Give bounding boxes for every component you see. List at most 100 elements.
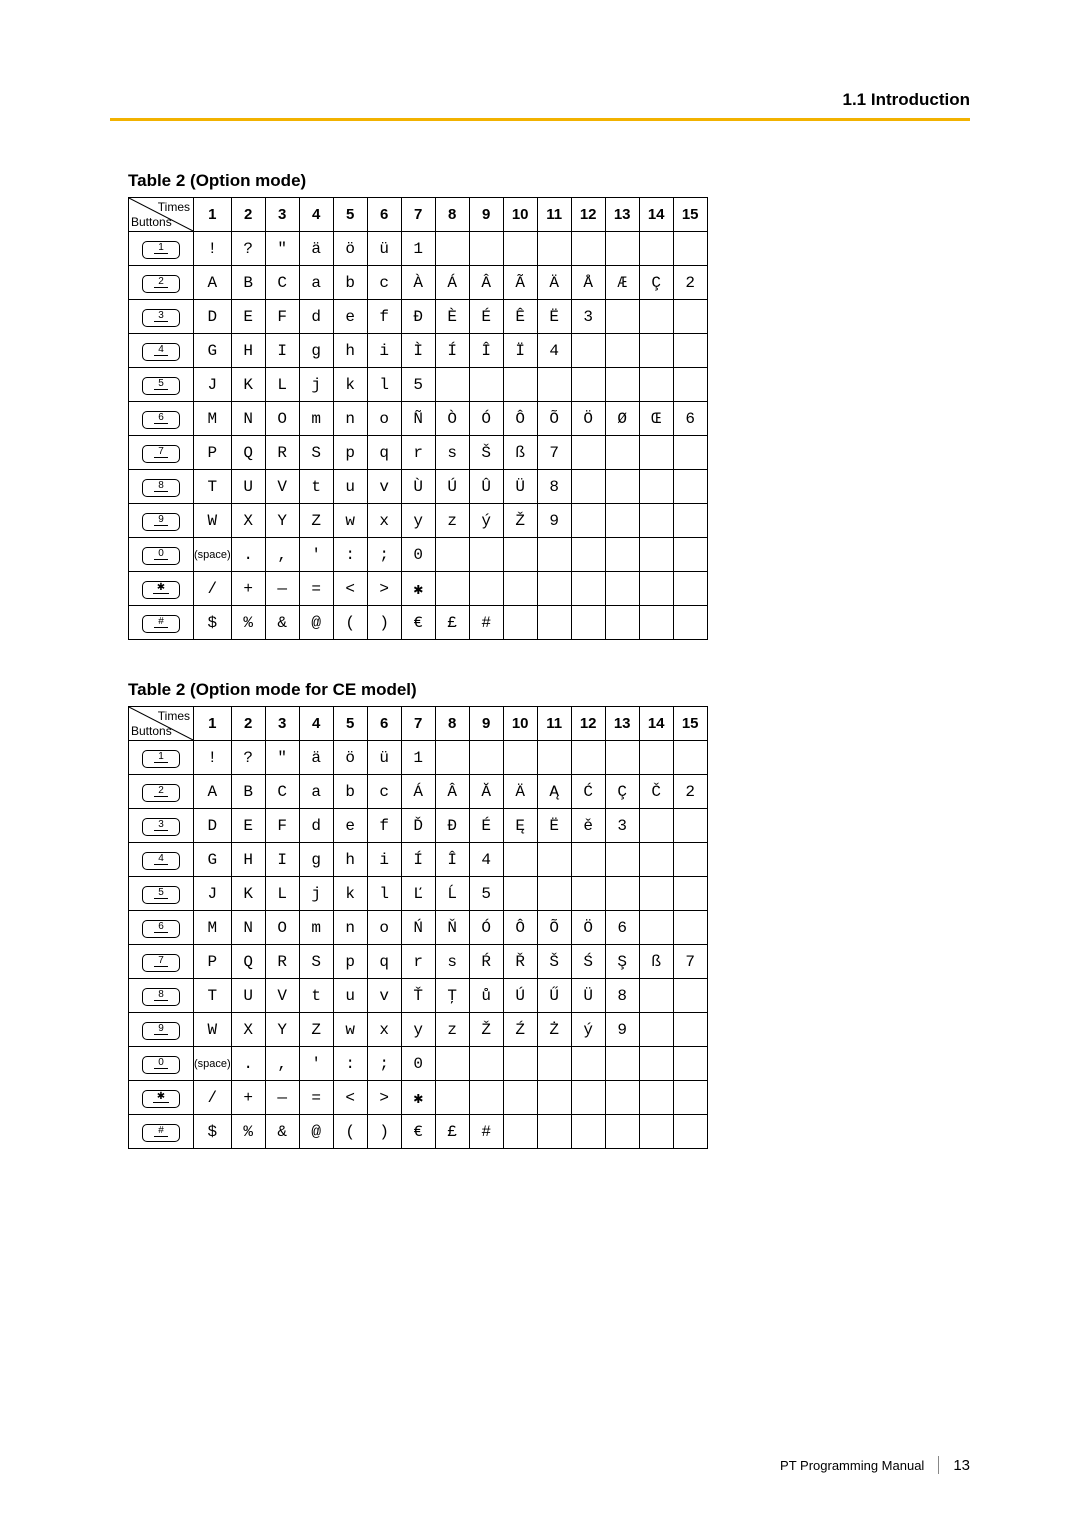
char-cell: P (194, 945, 232, 979)
char-cell: Ň (435, 911, 469, 945)
char-cell: ( (333, 606, 367, 640)
char-cell: t (299, 470, 333, 504)
char-cell: > (367, 1081, 401, 1115)
char-cell (503, 1047, 537, 1081)
char-cell (469, 232, 503, 266)
char-cell (673, 436, 707, 470)
table-row: #$%&@()€£# (129, 606, 708, 640)
button-cell: 8 (129, 470, 194, 504)
char-cell (503, 232, 537, 266)
key-button-icon: 6 (142, 920, 180, 938)
char-cell (537, 1115, 571, 1149)
char-cell: Å (571, 266, 605, 300)
col-header: 7 (401, 707, 435, 741)
char-cell (605, 470, 639, 504)
char-cell: ? (231, 741, 265, 775)
char-cell: R (265, 945, 299, 979)
footer-page-number: 13 (953, 1457, 970, 1474)
button-cell: 6 (129, 911, 194, 945)
char-cell: u (333, 979, 367, 1013)
char-cell: + (231, 572, 265, 606)
char-cell (673, 877, 707, 911)
char-cell: r (401, 945, 435, 979)
button-cell: 3 (129, 809, 194, 843)
button-cell: 7 (129, 436, 194, 470)
char-cell: E (231, 300, 265, 334)
char-cell: Ż (537, 1013, 571, 1047)
char-cell: l (367, 877, 401, 911)
button-cell: 9 (129, 1013, 194, 1047)
char-cell: T (194, 470, 232, 504)
corner-buttons: Buttons (131, 724, 172, 738)
char-cell: Ü (571, 979, 605, 1013)
char-cell: — (265, 1081, 299, 1115)
table-row: ✱/+—=<>✱ (129, 572, 708, 606)
char-cell: y (401, 1013, 435, 1047)
table-row: 0(space).,':;0 (129, 1047, 708, 1081)
char-cell: Ą (537, 775, 571, 809)
char-cell (673, 1047, 707, 1081)
char-cell: ý (571, 1013, 605, 1047)
char-cell: b (333, 266, 367, 300)
char-cell: ✱ (401, 1081, 435, 1115)
table-row: 9WXYZwxyzŽŹŻý9 (129, 1013, 708, 1047)
key-button-icon: 4 (142, 343, 180, 361)
char-cell: Ľ (401, 877, 435, 911)
char-cell: G (194, 843, 232, 877)
char-cell (639, 809, 673, 843)
char-cell: w (333, 504, 367, 538)
char-cell (639, 436, 673, 470)
col-header: 8 (435, 198, 469, 232)
char-cell (639, 1081, 673, 1115)
char-cell: 6 (673, 402, 707, 436)
button-cell: 0 (129, 1047, 194, 1081)
char-cell: K (231, 368, 265, 402)
char-cell: ý (469, 504, 503, 538)
char-cell: o (367, 402, 401, 436)
char-cell: a (299, 775, 333, 809)
char-cell: 4 (469, 843, 503, 877)
char-cell: Ü (503, 470, 537, 504)
char-cell (571, 606, 605, 640)
char-cell (639, 538, 673, 572)
char-cell (673, 1115, 707, 1149)
char-cell: 4 (537, 334, 571, 368)
char-cell (605, 572, 639, 606)
char-cell: R (265, 436, 299, 470)
footer-doc-title: PT Programming Manual (780, 1458, 924, 1473)
char-cell: Ç (605, 775, 639, 809)
char-cell (605, 741, 639, 775)
char-cell (639, 232, 673, 266)
char-cell: Ę (503, 809, 537, 843)
char-cell: Ř (503, 945, 537, 979)
char-cell: J (194, 877, 232, 911)
table-corner: TimesButtons (129, 707, 194, 741)
char-cell: ä (299, 741, 333, 775)
table-row: 2ABCabcÁÂĂÄĄĆÇČ2 (129, 775, 708, 809)
char-cell: Á (435, 266, 469, 300)
char-cell: f (367, 809, 401, 843)
table-row: 7PQRSpqrsŠß7 (129, 436, 708, 470)
char-cell: Š (469, 436, 503, 470)
char-cell: z (435, 1013, 469, 1047)
char-cell: Š (537, 945, 571, 979)
corner-times: Times (158, 709, 190, 723)
char-cell: ä (299, 232, 333, 266)
char-cell (503, 368, 537, 402)
col-header: 1 (194, 198, 232, 232)
char-cell (571, 741, 605, 775)
char-cell (503, 741, 537, 775)
char-cell: Ç (639, 266, 673, 300)
char-cell: Q (231, 945, 265, 979)
char-cell: ß (639, 945, 673, 979)
char-cell: ) (367, 606, 401, 640)
char-cell: Ø (605, 402, 639, 436)
char-cell (639, 300, 673, 334)
char-cell: i (367, 334, 401, 368)
char-cell (571, 538, 605, 572)
char-cell (673, 979, 707, 1013)
footer-divider (938, 1456, 939, 1474)
char-cell (639, 741, 673, 775)
char-cell: @ (299, 606, 333, 640)
char-cell (605, 1081, 639, 1115)
